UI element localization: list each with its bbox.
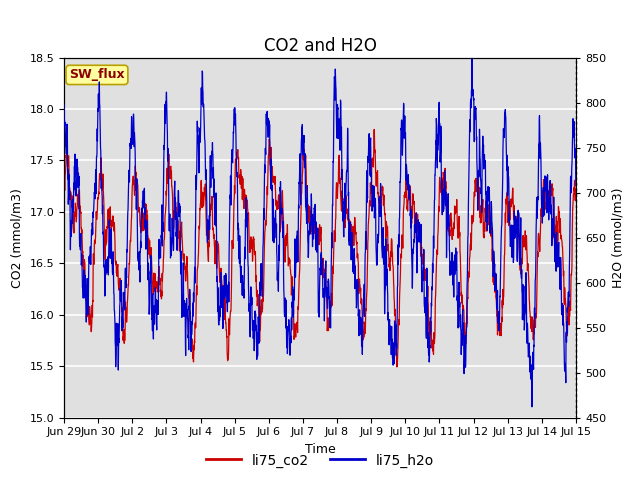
- Text: SW_flux: SW_flux: [69, 68, 125, 82]
- X-axis label: Time: Time: [305, 443, 335, 456]
- Title: CO2 and H2O: CO2 and H2O: [264, 36, 376, 55]
- Legend: li75_co2, li75_h2o: li75_co2, li75_h2o: [200, 448, 440, 473]
- Y-axis label: CO2 (mmol/m3): CO2 (mmol/m3): [11, 188, 24, 288]
- Y-axis label: H2O (mmol/m3): H2O (mmol/m3): [612, 187, 625, 288]
